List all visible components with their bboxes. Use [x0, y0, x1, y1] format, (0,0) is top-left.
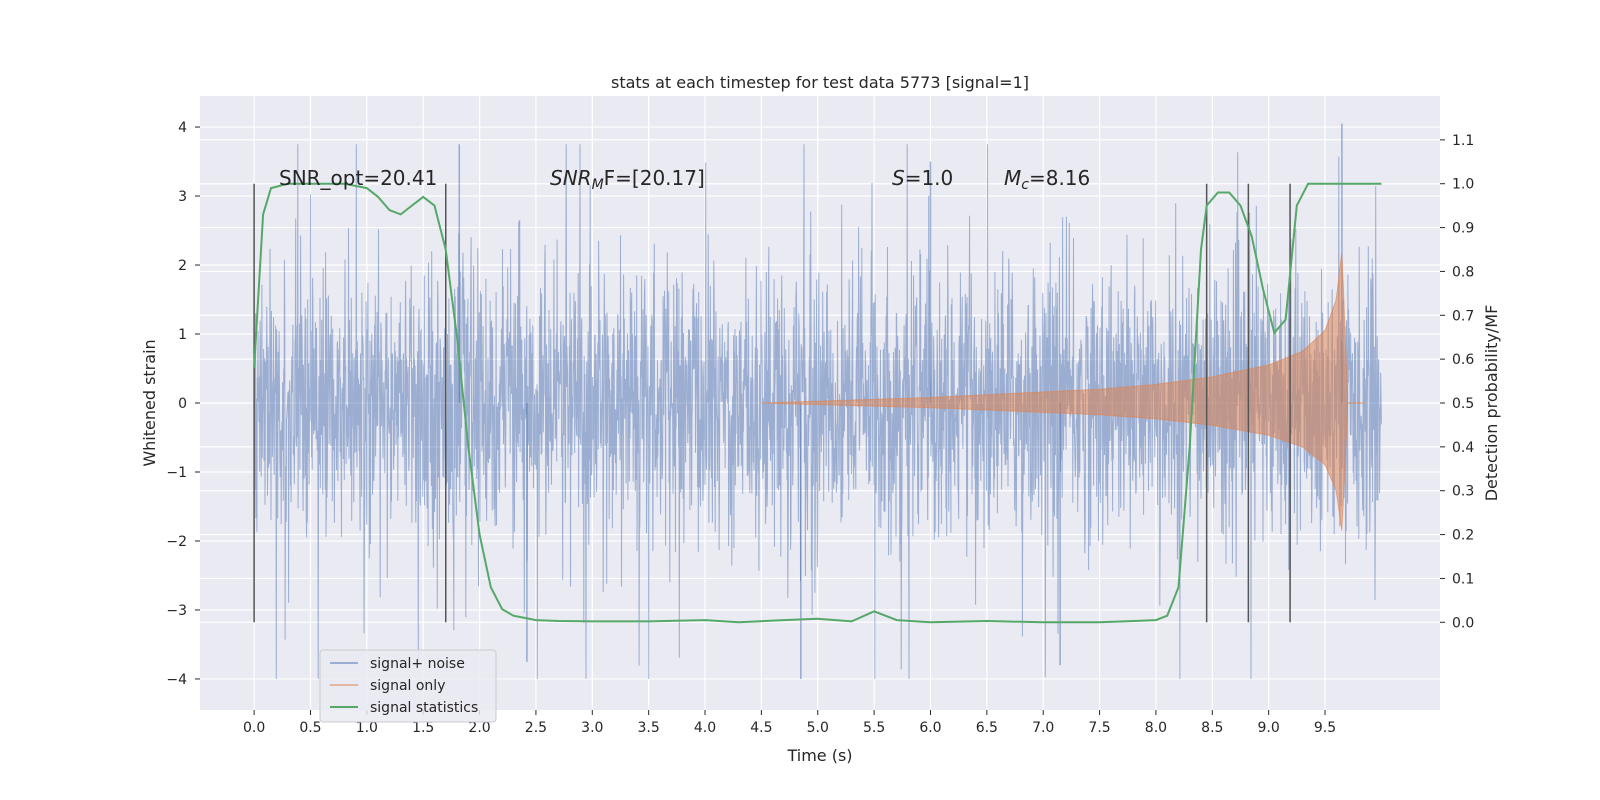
y2-tick-label: 0.0 — [1452, 615, 1474, 631]
x-tick-label: 0.0 — [243, 720, 265, 736]
y-tick-label: 0 — [178, 396, 187, 412]
y2-tick-label: 0.8 — [1452, 264, 1474, 280]
y-axis-ticks: 4 3 2 1 0 −1 −2 −3 −4 — [166, 120, 200, 688]
x-tick-label: 3.5 — [638, 720, 660, 736]
x-tick-label: 3.0 — [581, 720, 603, 736]
signal-statistics-line — [253, 182, 1382, 624]
chart-title: stats at each timestep for test data 577… — [611, 73, 1029, 92]
y-tick-label: 1 — [178, 327, 187, 343]
y-tick-label: −2 — [166, 534, 187, 550]
signal-statistics-series — [253, 182, 1382, 624]
annotation-snr-opt: SNR_opt=20.41 — [279, 166, 437, 190]
y-tick-label: 3 — [178, 189, 187, 205]
y2-tick-label: 0.2 — [1452, 528, 1474, 544]
y2-tick-label: 0.3 — [1452, 484, 1474, 500]
legend-label-signal-statistics: signal statistics — [370, 700, 478, 716]
x-tick-label: 7.0 — [1032, 720, 1054, 736]
legend: signal+ noise signal only signal statist… — [319, 649, 497, 723]
y-tick-label: −1 — [166, 465, 187, 481]
x-axis-ticks: 0.0 0.5 1.0 1.5 2.0 2.5 3.0 3.5 4.0 4.5 5.0 5.5 6.0 6… — [243, 710, 1336, 736]
x-tick-label: 5.5 — [863, 720, 885, 736]
y2-tick-label: 0.9 — [1452, 221, 1474, 237]
x-tick-label: 2.0 — [468, 720, 490, 736]
x-tick-label: 9.0 — [1258, 720, 1280, 736]
x-tick-label: 5.0 — [807, 720, 829, 736]
y-tick-label: 2 — [178, 258, 187, 274]
y2-tick-label: 0.1 — [1452, 571, 1474, 587]
y2-tick-label: 0.6 — [1452, 352, 1474, 368]
x-tick-label: 8.0 — [1145, 720, 1167, 736]
x-tick-label: 7.5 — [1088, 720, 1110, 736]
x-tick-label: 6.0 — [919, 720, 941, 736]
x-tick-label: 8.5 — [1201, 720, 1223, 736]
x-tick-label: 4.5 — [750, 720, 772, 736]
vertical-markers — [253, 183, 1291, 623]
signal-noise-line — [253, 144, 1382, 680]
legend-label-signal-noise: signal+ noise — [370, 656, 465, 672]
legend-label-signal-only: signal only — [370, 678, 445, 694]
y2-axis-ticks: 1.1 1.0 0.9 0.8 0.7 0.6 0.5 0.4 0.3 0.2 0.1 0.0 — [1440, 133, 1474, 631]
x-tick-label: 9.5 — [1314, 720, 1336, 736]
y2-tick-label: 1.1 — [1452, 133, 1474, 149]
x-axis-label: Time (s) — [786, 746, 852, 765]
x-tick-label: 4.0 — [694, 720, 716, 736]
y2-tick-label: 0.5 — [1452, 396, 1474, 412]
y-tick-label: −3 — [166, 603, 187, 619]
y2-tick-label: 0.4 — [1452, 440, 1474, 456]
annotation-snr-mf: SNRMF=[20.17] — [550, 166, 705, 193]
annotation-mc: Mc=8.16 — [1004, 166, 1090, 193]
signal-only-series — [761, 253, 1365, 531]
y2-tick-label: 1.0 — [1452, 177, 1474, 193]
y-tick-label: −4 — [166, 672, 187, 688]
x-tick-label: 2.5 — [525, 720, 547, 736]
annotation-s: S=1.0 — [892, 166, 953, 190]
y-tick-label: 4 — [178, 120, 187, 136]
x-tick-label: 1.5 — [412, 720, 434, 736]
x-tick-label: 0.5 — [299, 720, 321, 736]
y2-axis-label: Detection probability/MF — [1482, 305, 1501, 502]
y2-tick-label: 0.7 — [1452, 308, 1474, 324]
x-tick-label: 6.5 — [976, 720, 998, 736]
x-tick-label: 1.0 — [356, 720, 378, 736]
legend-box — [319, 649, 497, 723]
y-axis-label: Whitened strain — [140, 339, 159, 466]
